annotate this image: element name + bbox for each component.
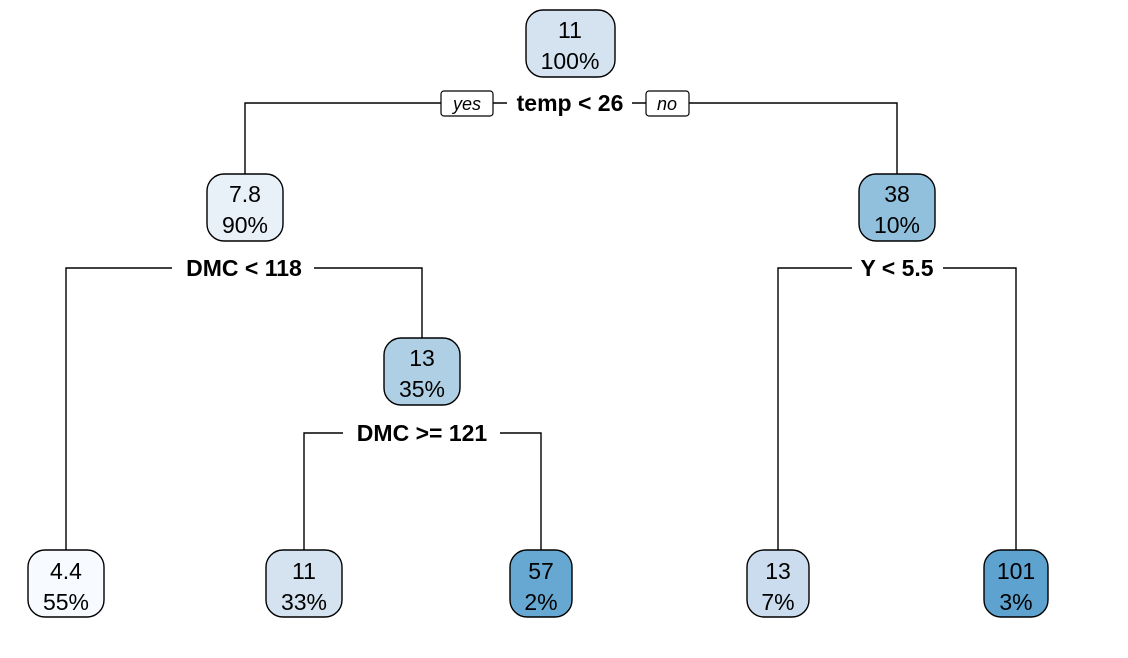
split-label-temp: temp < 26 (517, 90, 624, 116)
node-value: 38 (884, 181, 910, 207)
tree-leaf-11: 57 2% (509, 549, 573, 618)
edge-root-to-left (244, 102, 507, 174)
node-percent: 7% (761, 589, 794, 615)
tree-leaf-7: 101 3% (983, 549, 1049, 618)
tree-leaf-4: 4.4 55% (27, 549, 105, 618)
split-label-y-lt-5-5: Y < 5.5 (860, 255, 933, 281)
yes-branch-label: yes (451, 94, 481, 114)
no-branch-label: no (657, 94, 677, 114)
node-percent: 90% (222, 212, 268, 238)
node-percent: 10% (874, 212, 920, 238)
edge-node-5-to-leaf-10 (303, 432, 343, 550)
node-value: 11 (558, 17, 582, 43)
no-branch-label-box (645, 90, 690, 117)
tree-node-5: 13 35% (383, 337, 461, 406)
edge-left-to-node-5 (314, 267, 423, 338)
node-value: 13 (409, 345, 435, 371)
root-split: yes temp < 26 no (440, 90, 690, 117)
tree-node-root: 11 100% (525, 9, 616, 78)
node-percent: 100% (541, 48, 600, 74)
node-box (525, 9, 616, 78)
edge-node-5-to-leaf-11 (500, 432, 542, 550)
node-percent: 33% (281, 589, 327, 615)
node-percent: 2% (524, 589, 557, 615)
node-box (383, 337, 461, 406)
node-box (27, 549, 105, 618)
edge-root-to-right (632, 102, 898, 174)
yes-branch-label-box (440, 90, 494, 117)
tree-leaf-10: 11 33% (265, 549, 343, 618)
edge-right-to-leaf-6 (777, 267, 852, 550)
split-label-dmc-lt-118: DMC < 118 (186, 255, 302, 281)
node-box (858, 173, 936, 242)
node-value: 101 (997, 558, 1035, 584)
node-value: 4.4 (50, 558, 82, 584)
tree-node-3: 38 10% (858, 173, 936, 242)
node-percent: 55% (43, 589, 89, 615)
node-box (206, 173, 284, 242)
node-box (509, 549, 573, 618)
split-label-dmc-ge-121: DMC >= 121 (357, 420, 488, 446)
tree-leaf-6: 13 7% (746, 549, 810, 618)
edge-left-to-leaf-4 (65, 267, 172, 550)
node-value: 11 (292, 558, 316, 584)
node-box (265, 549, 343, 618)
node-percent: 35% (399, 376, 445, 402)
node-box (746, 549, 810, 618)
tree-node-2: 7.8 90% (206, 173, 284, 242)
node-value: 13 (765, 558, 791, 584)
node-value: 57 (528, 558, 554, 584)
edge-right-to-leaf-7 (943, 267, 1017, 550)
node-box (983, 549, 1049, 618)
node-percent: 3% (999, 589, 1032, 615)
tree-edges (65, 102, 1017, 550)
node-value: 7.8 (229, 181, 261, 207)
